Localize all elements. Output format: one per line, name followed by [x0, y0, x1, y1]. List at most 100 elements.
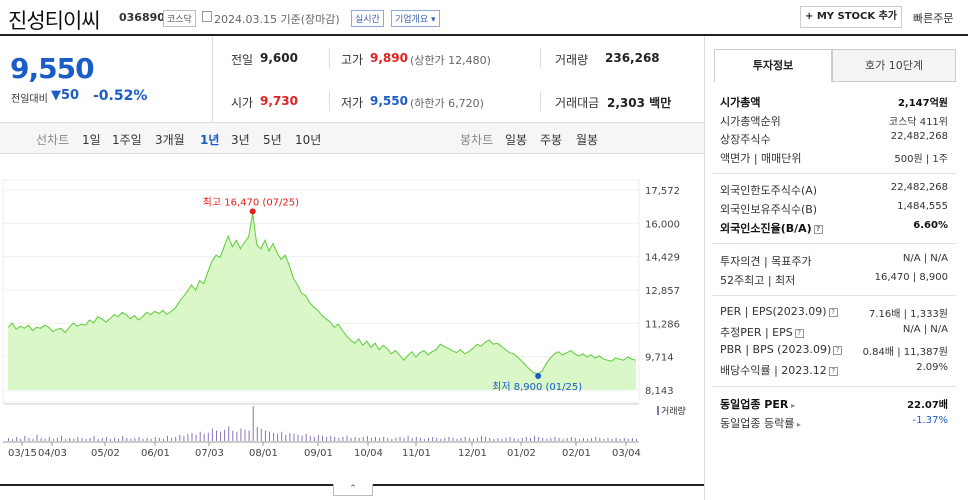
opinion-row: 투자의견 | 목표주가 N/A | N/A [720, 253, 948, 268]
tab-daily-candle[interactable]: 일봉 [505, 133, 528, 147]
volume-bar [497, 437, 499, 441]
tab-1week[interactable]: 1주일 [112, 133, 142, 147]
volume-bar [142, 438, 144, 441]
x-tick-label: 11/01 [402, 448, 431, 459]
volume-bar [146, 437, 148, 441]
help-icon[interactable]: ? [794, 328, 804, 338]
help-icon[interactable]: ? [813, 224, 823, 234]
chevron-right-icon[interactable]: ▸ [794, 420, 801, 429]
volume-bar [432, 436, 434, 441]
stock-code: 036890 [119, 11, 165, 24]
volume-bar [566, 437, 568, 441]
candle-chart-label: 봉차트 [460, 133, 494, 147]
tab-order-book[interactable]: 호가 10단계 [832, 49, 956, 82]
help-icon[interactable]: ? [828, 307, 838, 317]
volume-bar [228, 426, 230, 441]
x-tick-label: 12/01 [458, 448, 487, 459]
volume-bar [48, 436, 50, 441]
volume-bar [546, 438, 548, 441]
y-tick-label: 11,286 [645, 319, 680, 330]
help-icon[interactable]: ? [828, 366, 838, 376]
price-area [8, 213, 636, 390]
volume-bar [509, 436, 511, 441]
dividend-row: 배당수익률 | 2023.12? 2.09% [720, 362, 948, 377]
volume-bar [346, 435, 348, 441]
company-overview-dropdown[interactable]: 기업개요 ▾ [391, 10, 440, 27]
volume-bar [415, 436, 417, 441]
price-chart[interactable]: 17,572 16,000 14,429 12,857 11,286 9,714 8,143… [0, 160, 704, 484]
volume-bar [167, 435, 168, 441]
chevron-up-icon: ⌃ [349, 484, 357, 494]
volume-bar [277, 433, 279, 441]
stock-title: 진성티이씨 [8, 9, 101, 33]
quick-order-link[interactable]: 빠른주문 [913, 12, 954, 25]
volume-bar [501, 438, 503, 441]
volume-bar [338, 437, 340, 441]
volume-bar [611, 438, 613, 441]
volume-bar [578, 438, 580, 441]
y-tick-label: 17,572 [645, 186, 680, 197]
volume-bar [61, 435, 62, 441]
volume-bar [199, 431, 201, 441]
volume-bar [636, 438, 637, 441]
realtime-tag[interactable]: 실시간 [351, 10, 384, 27]
high-label: 고가 [341, 53, 364, 67]
volume-bar [285, 434, 287, 441]
volume-bar [595, 436, 597, 441]
x-tick-label: 10/04 [354, 448, 383, 459]
y-tick-label: 16,000 [645, 219, 680, 230]
my-stock-add-button[interactable]: + MY STOCK 추가 [800, 6, 902, 28]
section-divider [712, 243, 956, 244]
volume-bar [281, 431, 283, 441]
volume-bar [493, 438, 495, 441]
section-divider [712, 386, 956, 387]
volume-bar [301, 435, 303, 441]
volume-bar [456, 438, 458, 441]
x-tick-label: 03/04 [612, 448, 641, 459]
section-divider [712, 295, 956, 296]
sector-rate-row: 동일업종 등락률 ▸ -1.37% [720, 415, 948, 430]
volume-bar [203, 433, 205, 441]
volume-bar [627, 438, 629, 441]
x-tick-label: 08/01 [249, 448, 278, 459]
tab-investment-info[interactable]: 투자정보 [714, 49, 832, 82]
high-value: 9,890 [370, 51, 408, 65]
volume-bar [32, 438, 34, 441]
volume-bar [224, 429, 226, 441]
volume-bar [269, 431, 270, 441]
volume-bar [24, 435, 26, 441]
est-per-row: 추정PER | EPS? N/A | N/A [720, 324, 948, 339]
volume-bar [411, 437, 413, 441]
tab-3month[interactable]: 3개월 [155, 133, 185, 147]
tab-3year[interactable]: 3년 [231, 133, 250, 147]
volume-bar [313, 436, 315, 441]
volume-bar [264, 430, 266, 441]
tab-10year[interactable]: 10년 [295, 133, 322, 147]
tab-weekly-candle[interactable]: 주봉 [540, 133, 563, 147]
volume-bar [289, 432, 291, 441]
collapse-chart-button[interactable]: ⌃ [333, 484, 373, 496]
tab-1day[interactable]: 1일 [82, 133, 101, 147]
volume-label: 거래량 [555, 53, 589, 67]
amount-value: 2,303 백만 [607, 96, 672, 110]
volume-bar [130, 438, 132, 441]
volume-bar [399, 436, 401, 441]
volume-bar [322, 435, 323, 441]
volume-bar [472, 438, 474, 441]
open-label: 시가 [231, 96, 254, 110]
volume-bar [309, 435, 311, 441]
volume-bar [244, 429, 246, 441]
volume-bar [28, 437, 30, 441]
volume-bar [105, 436, 107, 441]
volume-bar [122, 435, 124, 441]
tab-monthly-candle[interactable]: 월봉 [576, 133, 599, 147]
tab-1year[interactable]: 1년 [200, 133, 220, 147]
volume-bar [350, 437, 352, 441]
volume-bar [126, 437, 128, 441]
cell-divider [540, 91, 541, 111]
help-icon[interactable]: ? [833, 345, 843, 355]
chevron-right-icon[interactable]: ▸ [788, 401, 796, 410]
tab-5year[interactable]: 5년 [263, 133, 282, 147]
calendar-icon[interactable] [202, 11, 212, 22]
volume-bar [36, 434, 38, 441]
